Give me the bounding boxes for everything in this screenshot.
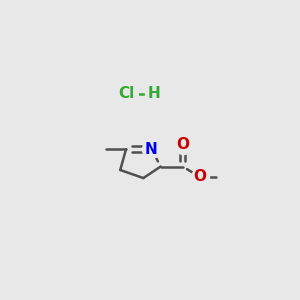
Text: O: O	[194, 169, 206, 184]
Text: N: N	[145, 142, 158, 157]
Text: Cl: Cl	[118, 86, 134, 101]
Text: H: H	[147, 86, 160, 101]
Text: O: O	[176, 137, 189, 152]
